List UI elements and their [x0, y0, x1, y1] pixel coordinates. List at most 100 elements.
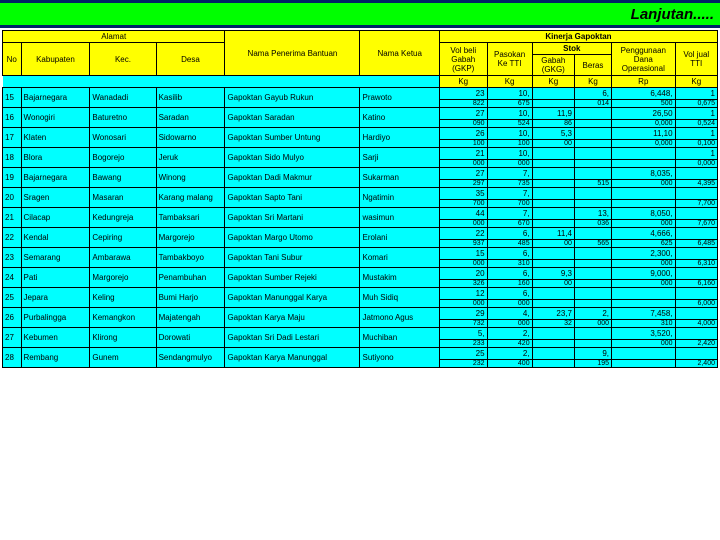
cell-beras-b: [574, 200, 611, 208]
cell-gabah-a: 9,3: [532, 268, 574, 280]
cell-beras-b: [574, 120, 611, 128]
cell-pengg-b: 0,000: [612, 140, 676, 148]
cell-volbeli-a: 12: [439, 288, 487, 300]
cell-no: 27: [3, 328, 22, 348]
cell-beras-a: [574, 128, 611, 140]
cell-pasokan-b: 160: [487, 280, 532, 288]
cell-nama: Gapoktan Tani Subur: [225, 248, 360, 268]
unit-kg4: Kg: [574, 76, 611, 88]
cell-pengg-a: 7,458,: [612, 308, 676, 320]
cell-volbeli-a: 27: [439, 168, 487, 180]
cell-beras-a: [574, 188, 611, 200]
cell-desa: Jeruk: [156, 148, 225, 168]
cell-pengg-a: [612, 348, 676, 360]
cell-pasokan-a: 2,: [487, 328, 532, 340]
cell-beras-a: [574, 228, 611, 240]
cell-volbeli-b: 937: [439, 240, 487, 248]
cell-beras-b: 565: [574, 240, 611, 248]
cell-voljual-b: 6,310: [675, 260, 717, 268]
cell-pasokan-b: 420: [487, 340, 532, 348]
cell-pengg-a: 6,448,: [612, 88, 676, 100]
cell-no: 15: [3, 88, 22, 108]
cell-desa: Karang malang: [156, 188, 225, 208]
cell-gabah-a: [532, 288, 574, 300]
cell-volbeli-a: 20: [439, 268, 487, 280]
hdr-ketua: Nama Ketua: [360, 31, 439, 76]
table-row: 16WonogiriBaturetnoSaradanGapoktan Sarad…: [3, 108, 718, 120]
cell-voljual-b: 0,100: [675, 140, 717, 148]
cell-beras-b: 014: [574, 100, 611, 108]
cell-desa: Sendangmulyo: [156, 348, 225, 368]
cell-voljual-a: 1: [675, 148, 717, 160]
hdr-beras: Beras: [574, 55, 611, 76]
cell-beras-a: 2,: [574, 308, 611, 320]
cell-kab: Purbalingga: [21, 308, 90, 328]
cell-voljual-b: 0,524: [675, 120, 717, 128]
table-row: 25JeparaKelingBumi HarjoGapoktan Manungg…: [3, 288, 718, 300]
cell-kab: Wonogiri: [21, 108, 90, 128]
cell-voljual-b: 6,000: [675, 300, 717, 308]
cell-pengg-b: 0,000: [612, 120, 676, 128]
cell-gabah-b: [532, 100, 574, 108]
cell-pasokan-a: 10,: [487, 148, 532, 160]
cell-volbeli-a: 25: [439, 348, 487, 360]
cell-pasokan-b: 735: [487, 180, 532, 188]
cell-kab: Klaten: [21, 128, 90, 148]
cell-beras-b: 000: [574, 320, 611, 328]
cell-nama: Gapoktan Manunggal Karya: [225, 288, 360, 308]
hdr-gabah: Gabah (GKG): [532, 55, 574, 76]
cell-ketua: Katino: [360, 108, 439, 128]
unit-kg1: Kg: [439, 76, 487, 88]
cell-beras-a: [574, 168, 611, 180]
cell-kab: Cilacap: [21, 208, 90, 228]
cell-beras-b: 515: [574, 180, 611, 188]
cell-gabah-b: [532, 200, 574, 208]
cell-pengg-a: 3,520,: [612, 328, 676, 340]
cell-kec: Ambarawa: [90, 248, 156, 268]
cell-kec: Wanadadi: [90, 88, 156, 108]
cell-no: 26: [3, 308, 22, 328]
cell-gabah-b: 00: [532, 240, 574, 248]
cell-pasokan-a: 7,: [487, 168, 532, 180]
cell-beras-b: [574, 280, 611, 288]
cell-pengg-a: [612, 288, 676, 300]
cell-ketua: Jatmono Agus: [360, 308, 439, 328]
cell-beras-a: [574, 148, 611, 160]
cell-kec: Wonosari: [90, 128, 156, 148]
cell-volbeli-a: 26: [439, 128, 487, 140]
unit-rp: Rp: [612, 76, 676, 88]
cell-volbeli-a: 15: [439, 248, 487, 260]
cell-nama: Gapoktan Dadi Makmur: [225, 168, 360, 188]
cell-no: 25: [3, 288, 22, 308]
cell-gabah-a: 5,3: [532, 128, 574, 140]
cell-no: 24: [3, 268, 22, 288]
cell-kec: Gunem: [90, 348, 156, 368]
cell-gabah-a: [532, 188, 574, 200]
cell-desa: Sidowarno: [156, 128, 225, 148]
cell-pasokan-a: 2,: [487, 348, 532, 360]
cell-pengg-a: [612, 148, 676, 160]
cell-volbeli-b: 090: [439, 120, 487, 128]
cell-pasokan-a: 6,: [487, 248, 532, 260]
hdr-stok: Stok: [532, 43, 611, 55]
cell-no: 21: [3, 208, 22, 228]
cell-kec: Baturetno: [90, 108, 156, 128]
hdr-pengg: Penggunaan Dana Operasional: [612, 43, 676, 76]
cell-beras-a: [574, 328, 611, 340]
cell-gabah-a: [532, 148, 574, 160]
cell-ketua: Komari: [360, 248, 439, 268]
hdr-alamat: Alamat: [3, 31, 225, 43]
cell-voljual-a: [675, 328, 717, 340]
cell-gabah-b: 00: [532, 280, 574, 288]
cell-beras-b: [574, 300, 611, 308]
table-row: 24PatiMargorejoPenambuhanGapoktan Sumber…: [3, 268, 718, 280]
cell-pasokan-b: 670: [487, 220, 532, 228]
cell-voljual-b: 7,700: [675, 200, 717, 208]
hdr-volbeli: Vol beli Gabah (GKP): [439, 43, 487, 76]
cell-no: 22: [3, 228, 22, 248]
cell-ketua: Sutiyono: [360, 348, 439, 368]
cell-beras-a: 9,: [574, 348, 611, 360]
cell-ketua: Erolani: [360, 228, 439, 248]
cell-gabah-a: [532, 348, 574, 360]
unit-kg3: Kg: [532, 76, 574, 88]
